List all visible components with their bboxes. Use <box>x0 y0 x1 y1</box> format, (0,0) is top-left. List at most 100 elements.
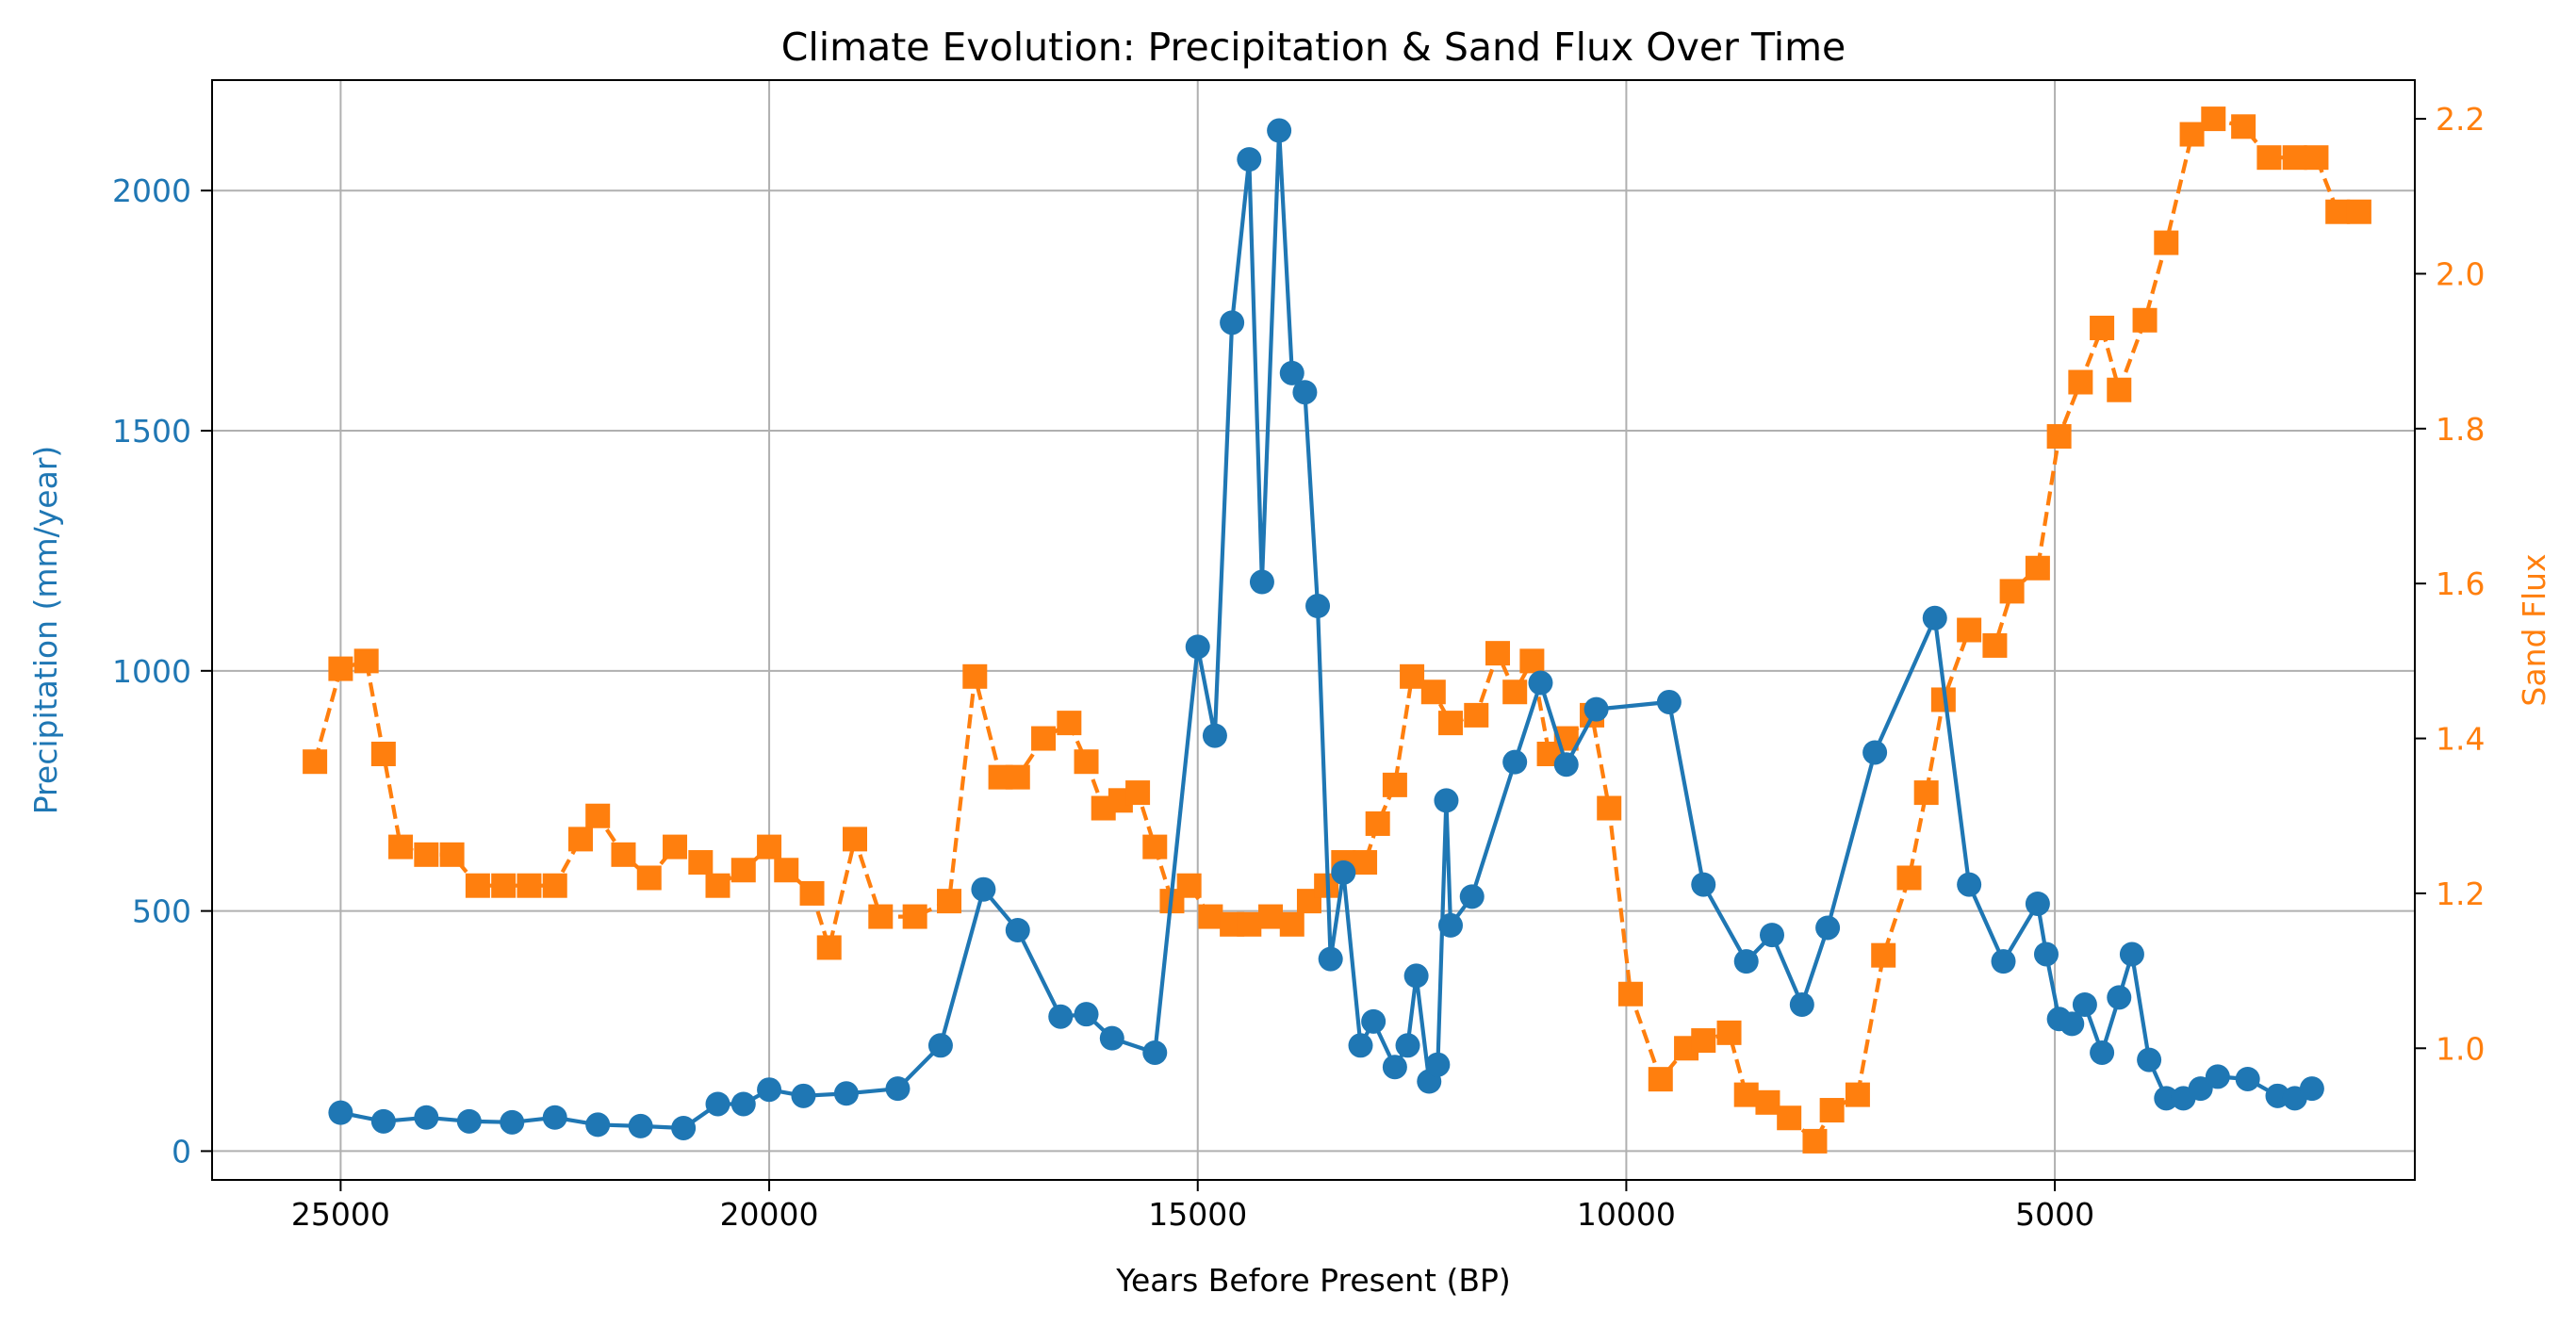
sand-flux-point <box>1353 850 1378 876</box>
precipitation-point <box>2025 891 2050 916</box>
precipitation-point <box>791 1083 816 1108</box>
precipitation-point <box>2188 1076 2213 1102</box>
chart-title: Climate Evolution: Precipitation & Sand … <box>781 25 1846 70</box>
sand-flux-point <box>353 648 379 674</box>
sand-flux-point <box>1733 1082 1759 1107</box>
sand-flux-point <box>902 904 927 929</box>
precipitation-point <box>500 1109 525 1135</box>
precipitation-point <box>1528 670 1553 696</box>
sand-flux-point <box>1777 1105 1802 1131</box>
sand-flux-point <box>542 873 567 898</box>
sand-flux-point <box>585 803 611 828</box>
sand-flux-point <box>1819 1098 1845 1123</box>
precipitation-point <box>1922 605 1947 630</box>
precipitation-point <box>1249 569 1274 595</box>
sand-flux-point <box>2068 369 2093 395</box>
sand-flux-point <box>2090 315 2115 340</box>
grid <box>212 80 2415 1180</box>
sand-flux-point <box>1913 780 1939 806</box>
sand-flux-point <box>1074 749 1099 775</box>
sand-flux-point <box>757 834 782 859</box>
sand-flux-point <box>2046 424 2072 450</box>
precipitation-point <box>1459 884 1485 909</box>
precipitation-point <box>1005 918 1030 943</box>
x-tick-label: 10000 <box>1577 1196 1676 1233</box>
sand-flux-point <box>2132 307 2158 333</box>
sand-flux-point <box>2304 145 2329 171</box>
precipitation-point <box>1789 991 1814 1017</box>
ticks: 25000 20000 15000 10000 5000 0 500 1000 1500 2000… <box>112 101 2485 1233</box>
sand-flux-point <box>1400 663 1425 689</box>
precipitation-point <box>705 1091 730 1117</box>
sand-flux-point <box>2231 114 2256 139</box>
y-right-tick-label: 1.2 <box>2436 876 2485 912</box>
sand-flux-point <box>388 834 414 859</box>
sand-flux-point <box>1957 617 1982 643</box>
precipitation-point <box>1733 949 1759 974</box>
sand-flux-point <box>2282 145 2307 171</box>
sand-flux-point <box>2256 145 2282 171</box>
sand-flux-point <box>328 656 353 681</box>
precipitation-point <box>1348 1033 1373 1058</box>
sand-flux-point <box>414 842 439 867</box>
precipitation-point <box>1502 749 1528 775</box>
sand-flux-point <box>2107 377 2132 402</box>
sand-flux-point <box>636 865 662 891</box>
sand-flux-point <box>1031 726 1057 751</box>
precipitation-point <box>414 1105 439 1130</box>
sand-flux-point <box>1802 1128 1828 1154</box>
sand-flux-point <box>568 827 594 852</box>
sand-flux-point <box>816 935 842 960</box>
y-right-tick-label: 2.2 <box>2436 101 2485 138</box>
precipitation-point <box>1331 859 1356 885</box>
precipitation-point <box>2033 941 2059 967</box>
precipitation-point <box>370 1108 396 1134</box>
precipitation-point <box>1815 915 1841 941</box>
sand-flux-point <box>1999 579 2025 604</box>
precipitation-point <box>1142 1040 1168 1065</box>
sand-flux-point <box>1519 648 1545 674</box>
precipitation-point <box>1759 923 1784 948</box>
y-right-tick-label: 1.8 <box>2436 411 2485 448</box>
precipitation-point <box>456 1108 482 1134</box>
precipitation-point <box>1237 147 1262 172</box>
precipitation-point <box>1583 696 1609 722</box>
sand-flux-point <box>774 858 799 883</box>
precipitation-point <box>328 1100 353 1125</box>
sand-flux-point <box>1597 795 1622 821</box>
sand-flux-series <box>303 106 2371 1154</box>
y-left-tick-label: 500 <box>132 893 191 930</box>
sand-flux-point <box>611 842 636 867</box>
sand-flux-point <box>1279 911 1304 937</box>
precipitation-point <box>1220 310 1245 336</box>
precipitation-series <box>328 118 2324 1140</box>
precipitation-point <box>833 1081 859 1106</box>
sand-flux-point <box>1176 873 1202 898</box>
sand-flux-point <box>705 873 730 898</box>
precipitation-point <box>1361 1008 1386 1034</box>
y-left-tick-label: 2000 <box>112 172 191 209</box>
sand-flux-point <box>1755 1089 1780 1115</box>
sand-flux-point <box>2025 555 2050 581</box>
sand-flux-point <box>1125 780 1151 806</box>
series-layer <box>303 106 2371 1154</box>
sand-flux-point <box>303 749 328 775</box>
y-left-tick-label: 0 <box>172 1133 191 1170</box>
precipitation-point <box>757 1077 782 1103</box>
y-right-tick-label: 1.6 <box>2436 565 2485 602</box>
sand-flux-point <box>491 873 517 898</box>
sand-flux-point <box>1057 711 1082 736</box>
precipitation-point <box>2205 1064 2230 1089</box>
precipitation-point <box>628 1113 653 1138</box>
sand-flux-point <box>937 889 962 914</box>
precipitation-point <box>2235 1066 2260 1091</box>
precipitation-point <box>1185 634 1210 660</box>
y-left-tick-label: 1500 <box>112 413 191 450</box>
sand-flux-point <box>1382 772 1407 797</box>
sand-flux-point <box>1502 679 1528 705</box>
sand-flux-point <box>1691 1028 1716 1054</box>
precipitation-point <box>1202 723 1227 748</box>
sand-flux-point <box>2201 106 2226 132</box>
